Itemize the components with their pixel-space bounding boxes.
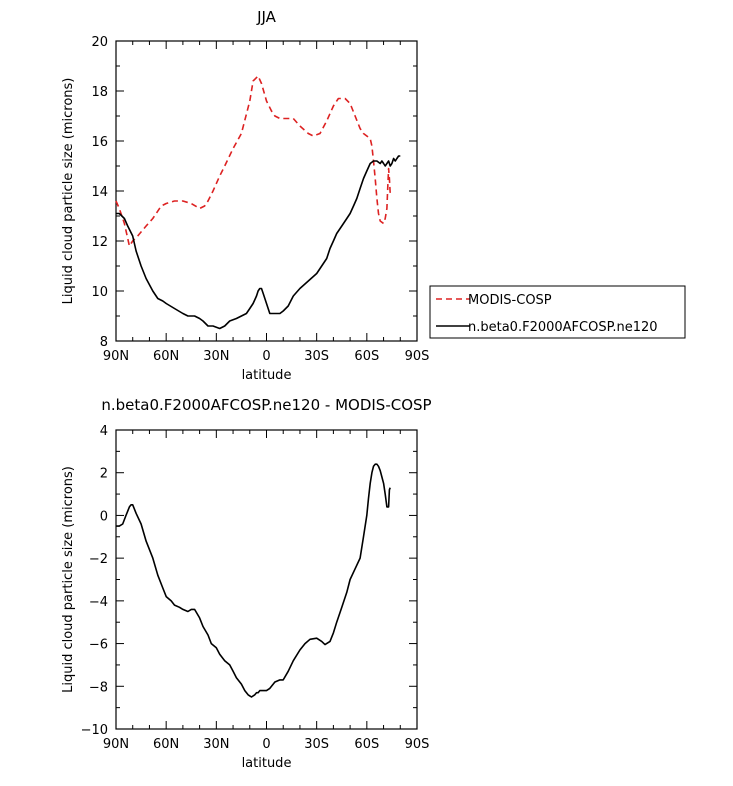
bottom-x-tick-label: 30S <box>304 737 329 752</box>
top-y-tick-label: 18 <box>91 85 108 100</box>
top-plot-frame <box>115 40 418 342</box>
bottom-y-tick-label: −4 <box>89 595 108 610</box>
bottom-y-tick-label: −2 <box>89 552 108 567</box>
top-y-tick-label: 20 <box>91 35 108 50</box>
bottom-x-axis-label: latitude <box>242 756 292 771</box>
top-y-axis-label: Liquid cloud particle size (microns) <box>61 78 76 305</box>
bottom-y-tick-label: −6 <box>89 638 108 653</box>
bottom-y-tick-label: −10 <box>81 723 108 738</box>
top-x-tick-label: 0 <box>262 349 270 364</box>
bottom-x-tick-label: 0 <box>262 737 270 752</box>
top-x-tick-label: 90S <box>405 349 430 364</box>
bottom-x-tick-label: 60S <box>354 737 379 752</box>
top-y-tick-label: 16 <box>91 135 108 150</box>
top-series-line-2 <box>116 155 401 330</box>
top-y-tick-label: 10 <box>91 285 108 300</box>
top-x-tick-label: 60N <box>153 349 179 364</box>
bottom-x-tick-label: 90N <box>103 737 129 752</box>
top-y-tick-label: 12 <box>91 235 108 250</box>
legend-label-1: MODIS-COSP <box>468 293 552 308</box>
top-x-axis-label: latitude <box>242 368 292 383</box>
top-y-tick-label: 14 <box>91 185 108 200</box>
bottom-chart-title: n.beta0.F2000AFCOSP.ne120 - MODIS-COSP <box>101 396 431 414</box>
bottom-y-tick-label: 0 <box>100 509 108 524</box>
bottom-y-axis-label: Liquid cloud particle size (microns) <box>61 466 76 693</box>
top-x-tick-label: 60S <box>354 349 379 364</box>
top-x-tick-label: 30S <box>304 349 329 364</box>
legend-box <box>429 285 686 339</box>
bottom-x-tick-label: 30N <box>203 737 229 752</box>
top-series-line-1 <box>115 75 391 247</box>
bottom-x-tick-label: 60N <box>153 737 179 752</box>
legend-label-2: n.beta0.F2000AFCOSP.ne120 <box>468 320 658 335</box>
bottom-y-tick-label: 2 <box>100 467 108 482</box>
bottom-y-tick-label: −8 <box>89 680 108 695</box>
top-y-tick-label: 8 <box>100 335 108 350</box>
top-x-tick-label: 90N <box>103 349 129 364</box>
bottom-x-tick-label: 90S <box>405 737 430 752</box>
bottom-series-line-1 <box>116 463 391 698</box>
bottom-y-tick-label: 4 <box>100 424 108 439</box>
top-chart-title: JJA <box>256 8 277 26</box>
top-x-tick-label: 30N <box>203 349 229 364</box>
